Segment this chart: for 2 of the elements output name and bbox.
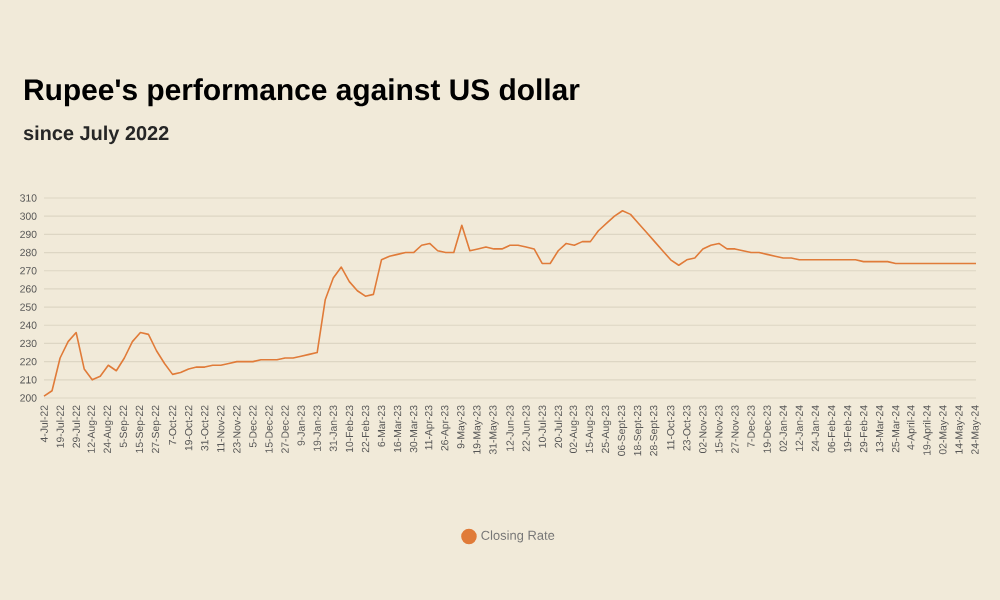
chart-title: Rupee's performance against US dollar — [25, 78, 580, 107]
chart-subtitle: since July 2022 — [23, 125, 169, 145]
